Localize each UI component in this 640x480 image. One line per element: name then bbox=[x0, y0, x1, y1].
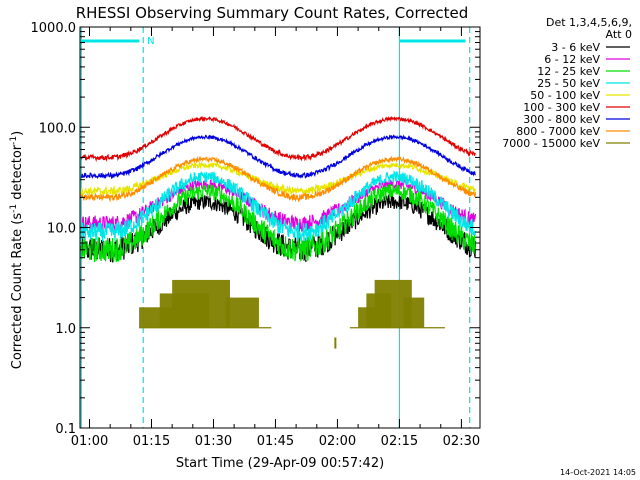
chart-title: RHESSI Observing Summary Count Rates, Co… bbox=[76, 4, 469, 22]
series-7000-15000-keV-block bbox=[172, 279, 230, 328]
y-tick-label: 0.1 bbox=[55, 422, 76, 437]
x-axis-label: Start Time (29-Apr-09 00:57:42) bbox=[176, 456, 384, 471]
x-tick-label: 01:15 bbox=[133, 434, 170, 449]
series-25-50-keV bbox=[80, 170, 477, 244]
x-tick-label: 02:30 bbox=[443, 434, 480, 449]
legend-label: 300 - 800 keV bbox=[523, 113, 600, 126]
legend-label: 7000 - 15000 keV bbox=[502, 137, 600, 150]
legend-header-attenuator: Att 0 bbox=[606, 28, 632, 41]
legend-label: 100 - 300 keV bbox=[523, 101, 600, 114]
x-tick-label: 01:30 bbox=[195, 434, 232, 449]
legend-label: 12 - 25 keV bbox=[537, 65, 600, 78]
night-label: N bbox=[147, 36, 154, 47]
legend-label: 800 - 7000 keV bbox=[516, 125, 600, 138]
legend-header-detectors: Det 1,3,4,5,6,9, bbox=[546, 16, 632, 29]
y-tick-label: 100.0 bbox=[39, 121, 76, 136]
series-50-100-keV bbox=[80, 160, 477, 197]
y-tick-label: 1000.0 bbox=[31, 21, 77, 36]
series-800-7000-keV bbox=[80, 155, 477, 203]
series-12-25-keV bbox=[80, 183, 477, 263]
x-tick-label: 01:45 bbox=[257, 434, 294, 449]
series-7000-15000-keV-block bbox=[403, 297, 425, 328]
series-7000-15000-keV-block bbox=[225, 297, 259, 328]
series-100-300-keV bbox=[80, 115, 476, 163]
series-300-800-keV bbox=[80, 134, 476, 180]
legend-label: 3 - 6 keV bbox=[551, 41, 600, 54]
legend-label: 50 - 100 keV bbox=[530, 89, 600, 102]
y-tick-label: 1.0 bbox=[55, 322, 76, 337]
series-group bbox=[80, 115, 477, 349]
timestamp: 14-Oct-2021 14:05 bbox=[560, 468, 636, 477]
axes: 1000.0 100.0 10.0 1.0 0.101:00 01:15 01:30 01:4… bbox=[31, 21, 481, 449]
legend-label: 25 - 50 keV bbox=[537, 77, 600, 90]
legend-label: 6 - 12 keV bbox=[544, 53, 600, 66]
y-axis-label: Corrected Count Rate (s-1 detector-1) bbox=[9, 131, 25, 369]
x-tick-label: 02:00 bbox=[319, 434, 356, 449]
y-tick-label: 10.0 bbox=[47, 222, 76, 237]
x-tick-label: 01:00 bbox=[71, 434, 108, 449]
x-tick-label: 02:15 bbox=[381, 434, 418, 449]
